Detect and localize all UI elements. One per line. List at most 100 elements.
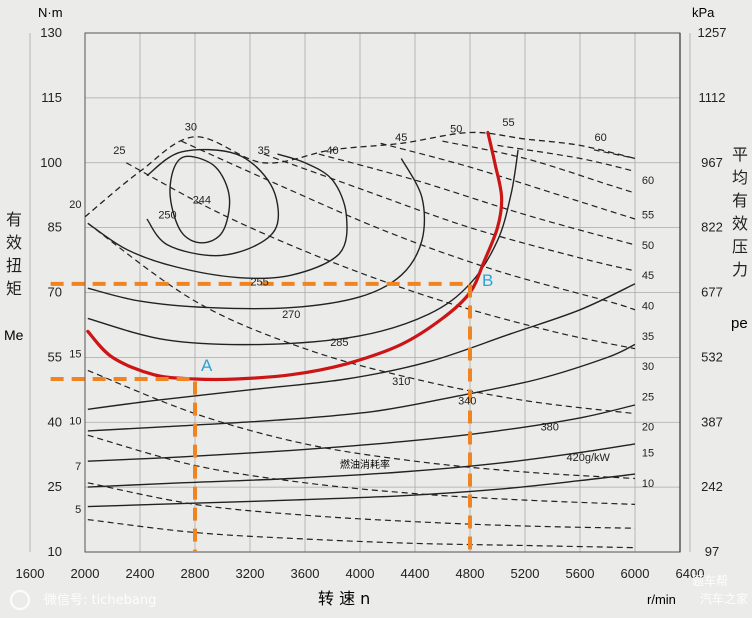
y-right-tick-label: 967 [701,155,723,170]
x-tick-label: 2400 [126,566,155,581]
x-tick-label: 2800 [181,566,210,581]
y-right-tick-label: 97 [705,544,719,559]
contour-label-244: 244 [193,195,211,207]
y-right-tick-label: 532 [701,349,723,364]
fuel-contour-340 [87,343,636,432]
label-layer: 244 250 255 270 285 310 340 380 420g/kW 5 7 10 15 20 2… [69,117,654,516]
watermark-layer: 微信号: tichebang 题车帮 汽车之家 [9,573,748,611]
contour-label-420g/kW: 420g/kW [567,452,611,464]
y-right-tick-label: 387 [701,414,723,429]
contour-label-255: 255 [250,277,268,289]
watermark-left: 微信号: tichebang [44,593,156,608]
right-edge-power-label: 25 [642,391,654,403]
y-left-tick-label: 40 [48,414,62,429]
fuel-contour-layer [87,148,636,508]
fuel-contour-310 [87,283,636,410]
fuel-contour-244 [169,155,231,244]
annotation-center: 燃油消耗率 [340,458,390,471]
x-tick-label: 3200 [236,566,265,581]
x-tick-label: 5600 [566,566,595,581]
fuel-contour-255 [87,153,348,280]
power-line-10 [87,434,636,505]
watermark-right-bottom: 汽车之家 [700,591,748,606]
right-edge-power-label: 35 [642,331,654,343]
y-left-unit: N·m [38,5,63,20]
y-left-tick-label: 25 [48,479,62,494]
left-ylabel-char: 扭 [6,256,22,275]
fuel-contour-250 [146,148,280,257]
power-line-60 [593,149,636,159]
power-line-label-35: 35 [258,145,270,157]
point-A-label: A [201,356,213,375]
x-tick-label: 6000 [621,566,650,581]
guide-line-A [50,377,197,552]
right-ylabel-symbol: pe [731,315,748,332]
power-line-55 [497,144,636,172]
guide-line-B [50,281,472,552]
y-left-tick-label: 55 [48,349,62,364]
fuel-contour-unlabeled [87,473,636,508]
fuel-contour-420g/kW [87,443,636,488]
right-edge-power-label: 30 [642,361,654,373]
y-right-tick-label: 242 [701,479,723,494]
x-tick-label: 4400 [401,566,430,581]
x-tick-label: 2000 [71,566,100,581]
x-tick-label: 3600 [291,566,320,581]
y-left-tick-label: 100 [40,155,62,170]
power-line-layer [84,131,636,549]
right-edge-power-label: 50 [642,240,654,252]
left-ylabel-char: 有 [6,210,22,229]
power-line-label-5: 5 [75,504,81,516]
left-ylabel-char: 矩 [6,279,22,298]
x-axis-label: 转 速 n [318,589,370,608]
power-line-label-10: 10 [69,415,81,427]
power-line-label-60: 60 [595,132,607,144]
x-tick-label: 4000 [346,566,375,581]
contour-label-285: 285 [330,337,348,349]
full-load-boundary [84,131,636,218]
contour-label-340: 340 [458,396,476,408]
y-right-tick-label: 1257 [698,25,727,40]
contour-label-380: 380 [541,422,559,434]
right-ylabel-char: 平 [732,145,748,164]
power-line-label-15: 15 [69,348,81,360]
power-line-50 [442,140,636,194]
y-right-tick-label: 822 [701,220,723,235]
power-line-label-20: 20 [69,199,81,211]
x-unit: r/min [647,592,676,607]
power-line-label-45: 45 [395,132,407,144]
power-line-35 [263,153,636,272]
power-line-5 [87,519,636,549]
x-tick-label: 6400 [676,566,705,581]
right-ylabel-char: 有 [732,191,748,210]
fuel-contour-380 [87,404,636,462]
right-edge-power-label: 45 [642,270,654,282]
fuel-contour-285 [87,149,519,346]
right-ylabel-char: 压 [732,237,748,256]
right-edge-power-label: 60 [642,175,654,187]
right-ylabel-char: 效 [732,214,748,233]
power-line-45 [380,142,636,220]
right-ylabel-char: 力 [732,260,748,279]
power-line-20 [87,222,636,415]
contour-label-250: 250 [158,210,176,222]
contour-label-270: 270 [282,309,300,321]
power-line-7 [87,482,636,529]
power-line-label-50: 50 [450,123,462,135]
x-tick-label: 4800 [456,566,485,581]
power-line-label-30: 30 [185,121,197,133]
left-ylabel-char: 效 [6,233,22,252]
right-edge-power-label: 10 [642,478,654,490]
point-B-label: B [482,271,493,290]
y-left-tick-label: 70 [48,285,62,300]
y-left-tick-label: 115 [41,90,62,105]
x-tick-label: 1600 [16,566,45,581]
right-edge-power-label: 15 [642,448,654,460]
right-ylabel-char: 均 [732,168,748,187]
y-left-tick-label: 10 [48,544,62,559]
y-right-tick-label: 677 [701,285,723,300]
fuel-contour-270 [87,158,426,310]
right-edge-power-label: 40 [642,300,654,312]
